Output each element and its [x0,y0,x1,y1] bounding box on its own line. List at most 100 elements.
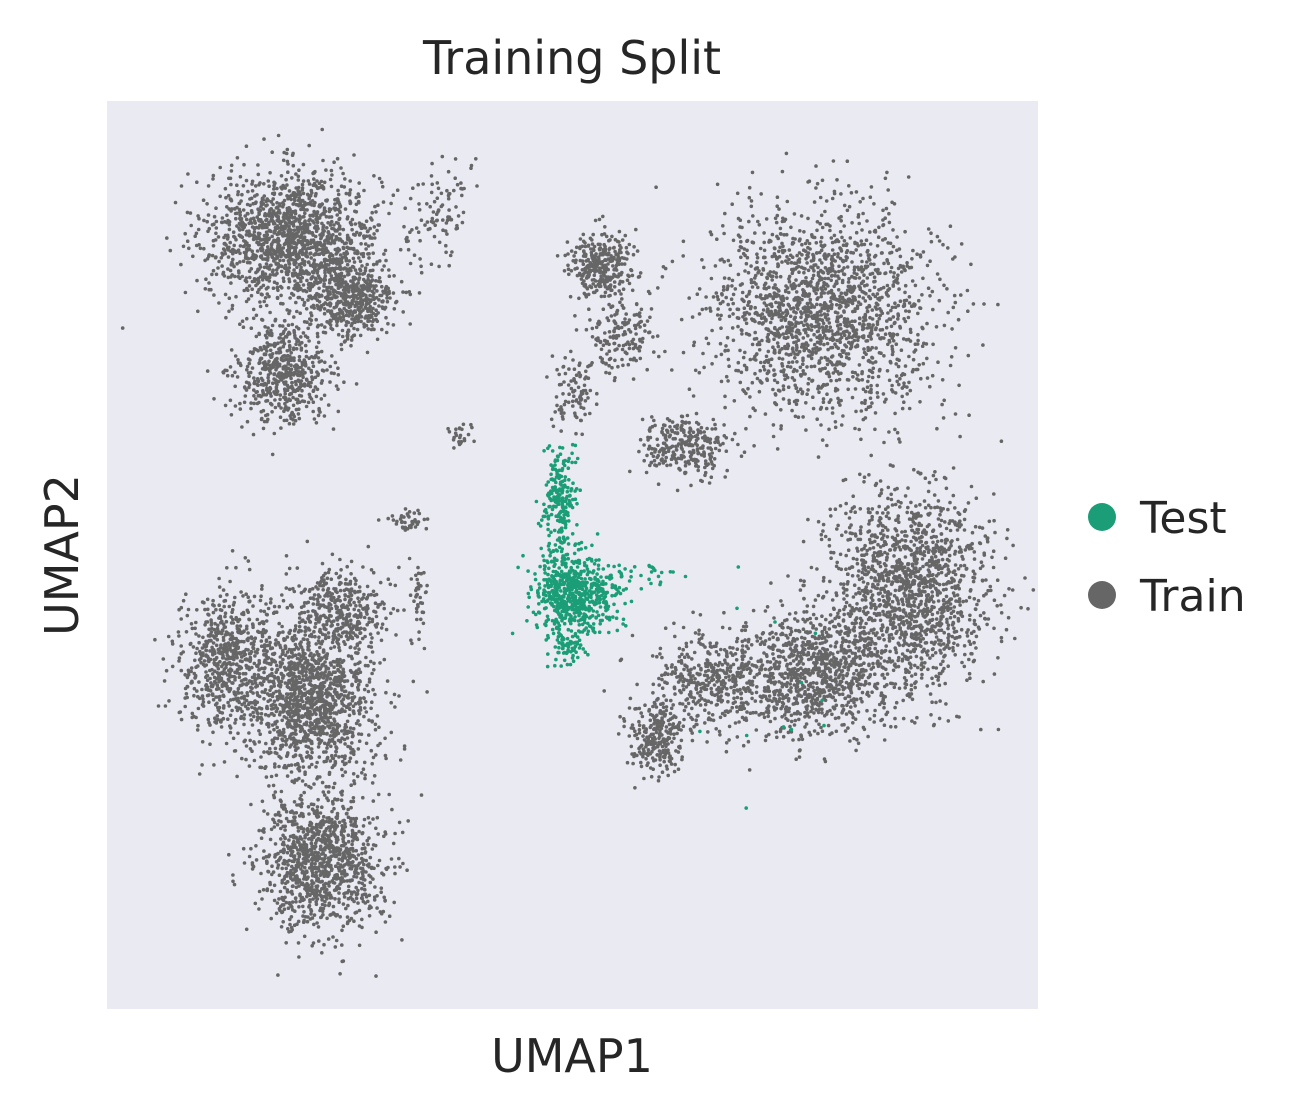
data-point [261,283,266,288]
data-point [827,305,831,310]
data-point [297,196,302,200]
data-point [846,387,850,392]
data-point [229,348,234,352]
data-point [681,239,686,244]
data-point [296,178,301,182]
data-point [925,356,929,361]
data-point [702,365,706,370]
data-point [607,294,611,298]
data-point [825,392,829,397]
data-point [302,221,306,226]
data-point [311,214,316,218]
data-point [802,323,806,328]
data-point [263,325,267,329]
data-point [868,296,872,301]
data-point [837,377,842,382]
data-point [889,308,893,313]
data-point [613,326,617,331]
data-point [638,345,642,349]
data-point [392,274,396,278]
data-point [285,241,290,246]
data-point [275,256,280,260]
data-point [629,268,634,273]
data-point [348,295,352,299]
data-point [334,220,339,225]
data-point [757,389,762,394]
data-point [611,334,616,338]
data-point [794,321,798,326]
data-point [299,227,303,231]
data-point [817,360,822,365]
data-point [370,242,375,247]
data-point [338,205,343,209]
data-point [906,337,911,342]
data-point [869,337,873,341]
data-point [765,275,769,280]
data-point [408,196,413,201]
data-point [359,319,363,324]
data-point [380,327,384,332]
data-point [863,389,868,394]
data-point [691,343,696,348]
data-point [719,352,724,357]
data-point [936,360,940,365]
data-point [297,262,302,267]
data-point [294,347,299,351]
data-point [844,355,849,360]
data-point [327,237,331,241]
data-point [875,322,880,327]
data-point [690,315,695,319]
data-point [715,237,719,241]
data-point [785,286,790,290]
data-point [384,330,389,335]
data-point [281,204,285,209]
data-point [587,307,591,312]
data-point [287,261,291,265]
data-point [610,234,614,239]
data-point [338,227,342,231]
data-point [306,298,310,302]
data-point [606,252,610,257]
data-point [894,278,898,283]
data-point [815,302,819,307]
data-point [237,226,241,231]
data-point [907,301,912,305]
data-point [380,305,385,309]
data-point [863,299,868,303]
data-point [370,210,375,215]
data-point [590,278,595,282]
data-point [387,211,391,216]
data-point [787,248,792,252]
data-point [251,316,256,321]
data-point [321,158,325,163]
data-point [417,202,421,206]
data-point [801,362,805,367]
data-point [812,269,816,273]
data-point [569,269,574,273]
data-point [325,320,329,324]
data-point [793,315,798,320]
data-point [561,364,566,369]
data-point [350,264,355,269]
data-point [274,206,279,210]
data-point [957,383,961,388]
data-point [316,292,321,297]
data-point [297,373,302,378]
data-point [278,415,283,420]
data-point [444,243,448,248]
data-point [262,299,267,304]
data-point [723,349,727,353]
data-point [830,406,835,410]
data-point [724,295,728,300]
data-point [721,224,725,228]
data-point [277,347,281,352]
data-point [337,266,341,271]
data-point [311,409,316,414]
data-point [224,195,228,200]
data-point [257,360,262,365]
data-point [580,244,585,249]
data-point [222,241,227,246]
data-point [905,264,909,268]
data-point [878,307,882,311]
data-point [946,246,950,250]
